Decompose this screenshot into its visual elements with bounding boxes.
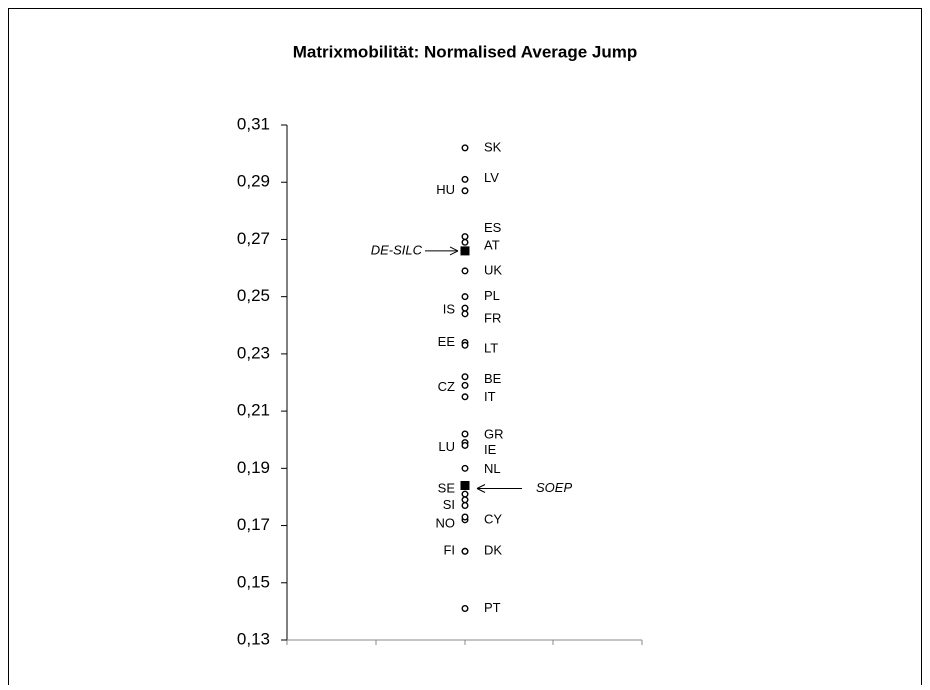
point-label: HU (436, 182, 455, 197)
marker-circle (461, 502, 469, 510)
y-tick-label: 0,15 (237, 572, 270, 591)
point-label: AT (484, 238, 500, 253)
chart-frame (8, 8, 922, 690)
y-tick-label: 0,31 (237, 114, 270, 133)
marker-circle (461, 513, 469, 521)
point-label: FI (443, 543, 455, 558)
point-label: NO (436, 515, 456, 530)
marker-square (460, 481, 470, 490)
marker-circle (461, 547, 469, 555)
point-label: SI (443, 497, 455, 512)
y-tick-label: 0,17 (237, 515, 270, 534)
marker-circle (461, 187, 469, 195)
marker-circle (461, 441, 469, 449)
annotation: DE-SILC (371, 242, 423, 257)
point-label: GR (484, 426, 504, 441)
x-ticks (286, 640, 643, 645)
point-label: LT (484, 341, 498, 356)
marker-circle (461, 430, 469, 438)
point-label: LV (484, 170, 499, 185)
chart-title: Matrixmobilität: Normalised Average Jump (293, 42, 638, 61)
y-tick-label: 0,19 (237, 458, 270, 477)
point-label: LU (438, 439, 455, 454)
marker-circle (461, 490, 469, 498)
marker-circle (461, 341, 469, 349)
marker-circle (461, 304, 469, 312)
marker-circle (461, 238, 469, 246)
marker-circle (461, 144, 469, 152)
y-tick-label: 0,13 (237, 629, 270, 648)
point-label: NL (484, 461, 501, 476)
marker-circle (461, 233, 469, 241)
point-label: IS (443, 302, 456, 317)
marker-circle (461, 175, 469, 183)
point-label: PL (484, 288, 500, 303)
marker-circle (461, 393, 469, 401)
marker-square (460, 246, 470, 256)
y-tick-label: 0,23 (237, 343, 270, 362)
y-tick-label: 0,25 (237, 286, 270, 305)
y-tick-label: 0,29 (237, 172, 270, 191)
marker-circle (461, 310, 469, 318)
point-label: SK (484, 139, 502, 154)
point-label: IE (484, 442, 497, 457)
point-label: PT (484, 600, 501, 615)
marker-circle (461, 496, 469, 504)
y-tick-label: 0,27 (237, 229, 270, 248)
point-label: SE (438, 481, 456, 496)
point-label: CY (484, 511, 502, 526)
point-label: UK (484, 262, 502, 277)
point-label: EE (438, 334, 456, 349)
arrow-head (476, 484, 486, 493)
point-label: IT (484, 389, 496, 404)
marker-circle (461, 381, 469, 389)
marker-circle (461, 373, 469, 381)
point-label: FR (484, 310, 501, 325)
point-label: CZ (438, 379, 455, 394)
marker-circle (461, 605, 469, 613)
arrow-head (449, 246, 459, 256)
point-label: ES (484, 220, 502, 235)
y-tick-label: 0,21 (237, 401, 270, 420)
marker-circle (461, 464, 469, 472)
point-label: BE (484, 371, 502, 386)
annotation: SOEP (536, 480, 572, 495)
marker-circle (461, 293, 469, 301)
marker-circle (461, 267, 469, 275)
point-label: DK (484, 543, 502, 558)
